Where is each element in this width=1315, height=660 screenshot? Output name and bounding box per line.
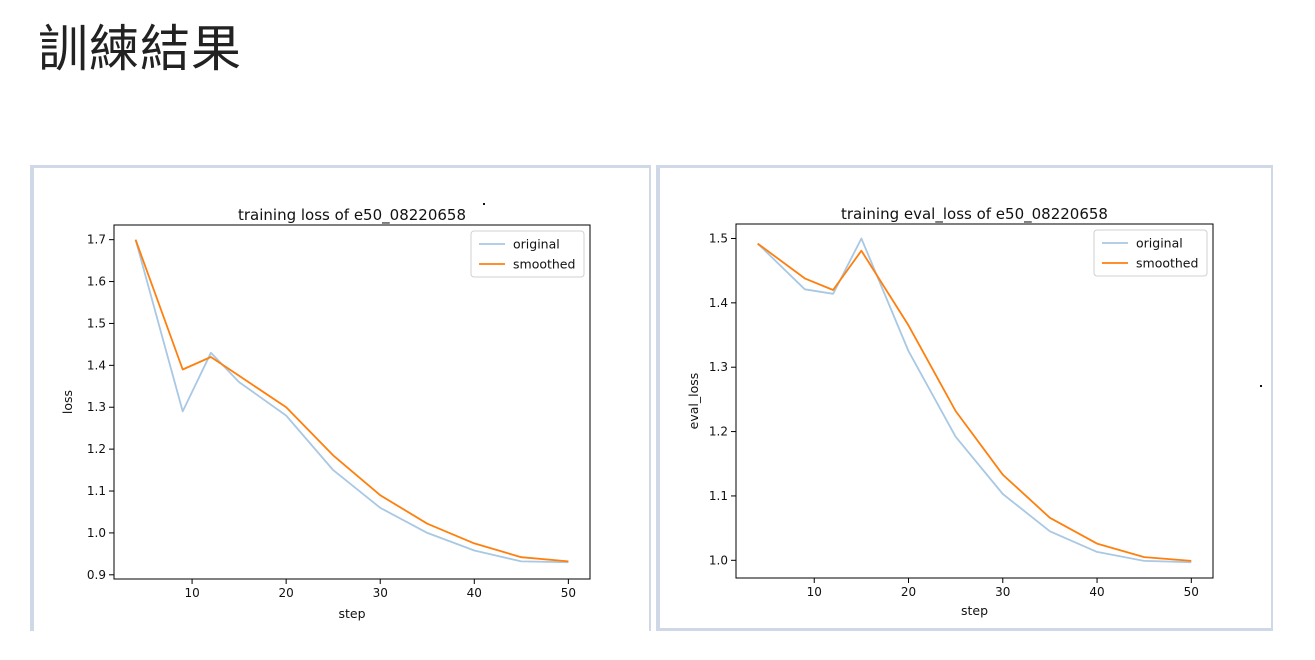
chart-title: training eval_loss of e50_08220658 — [841, 205, 1108, 224]
y-tick-label: 1.1 — [709, 489, 728, 503]
y-tick-label: 1.3 — [87, 400, 106, 414]
y-tick-label: 1.2 — [709, 425, 728, 439]
y-tick-label: 1.7 — [87, 233, 106, 247]
loss-chart: training loss of e50_08220658 10 20 30 40 50 0… — [60, 206, 591, 621]
legend-box — [1093, 229, 1208, 277]
y-axis-label: loss — [60, 390, 75, 414]
legend-label-original: original — [513, 237, 560, 252]
x-tick-label: 10 — [807, 585, 822, 599]
x-tick-label: 50 — [561, 586, 576, 600]
y-tick-label: 1.4 — [709, 296, 728, 310]
eval-loss-chart-panel: training eval_loss of e50_08220658 10 20 30… — [656, 165, 1273, 631]
x-tick-label: 50 — [1184, 585, 1199, 599]
legend-label-smoothed: smoothed — [1136, 256, 1198, 271]
stray-dot — [1260, 385, 1262, 387]
plot-frame — [735, 223, 1214, 579]
chart-title: training loss of e50_08220658 — [238, 206, 466, 225]
series-line-original — [757, 237, 1192, 564]
eval-loss-chart: training eval_loss of e50_08220658 10 20 30… — [686, 205, 1214, 618]
series-line-smoothed — [134, 239, 569, 563]
y-tick-label: 1.0 — [709, 553, 728, 567]
plot-frame — [113, 224, 591, 580]
y-tick-label: 1.5 — [709, 231, 728, 245]
y-tick-label: 1.6 — [87, 275, 106, 289]
y-tick-label: 1.2 — [87, 442, 106, 456]
x-tick-label: 30 — [373, 586, 388, 600]
y-tick-label: 1.0 — [87, 526, 106, 540]
legend-label-smoothed: smoothed — [513, 257, 575, 272]
y-tick-label: 1.3 — [709, 360, 728, 374]
page-title: 訓練結果 — [38, 20, 242, 78]
series-line-original — [134, 239, 569, 564]
series-line-smoothed — [757, 242, 1192, 562]
x-tick-label: 20 — [279, 586, 294, 600]
loss-chart-panel: training loss of e50_08220658 10 20 30 40 50 0… — [30, 165, 651, 631]
x-axis-label: step — [961, 603, 988, 618]
x-tick-label: 40 — [467, 586, 482, 600]
x-tick-label: 10 — [184, 586, 199, 600]
x-axis-label: step — [338, 606, 365, 621]
legend-box — [470, 230, 585, 278]
x-tick-label: 30 — [995, 585, 1010, 599]
y-tick-label: 0.9 — [87, 568, 106, 582]
y-tick-label: 1.5 — [87, 316, 106, 330]
y-tick-label: 1.1 — [87, 484, 106, 498]
x-tick-label: 40 — [1089, 585, 1104, 599]
y-axis-label: eval_loss — [686, 373, 701, 430]
y-tick-label: 1.4 — [87, 358, 106, 372]
stray-dot — [483, 203, 485, 205]
legend-label-original: original — [1136, 236, 1183, 251]
x-tick-label: 20 — [901, 585, 916, 599]
